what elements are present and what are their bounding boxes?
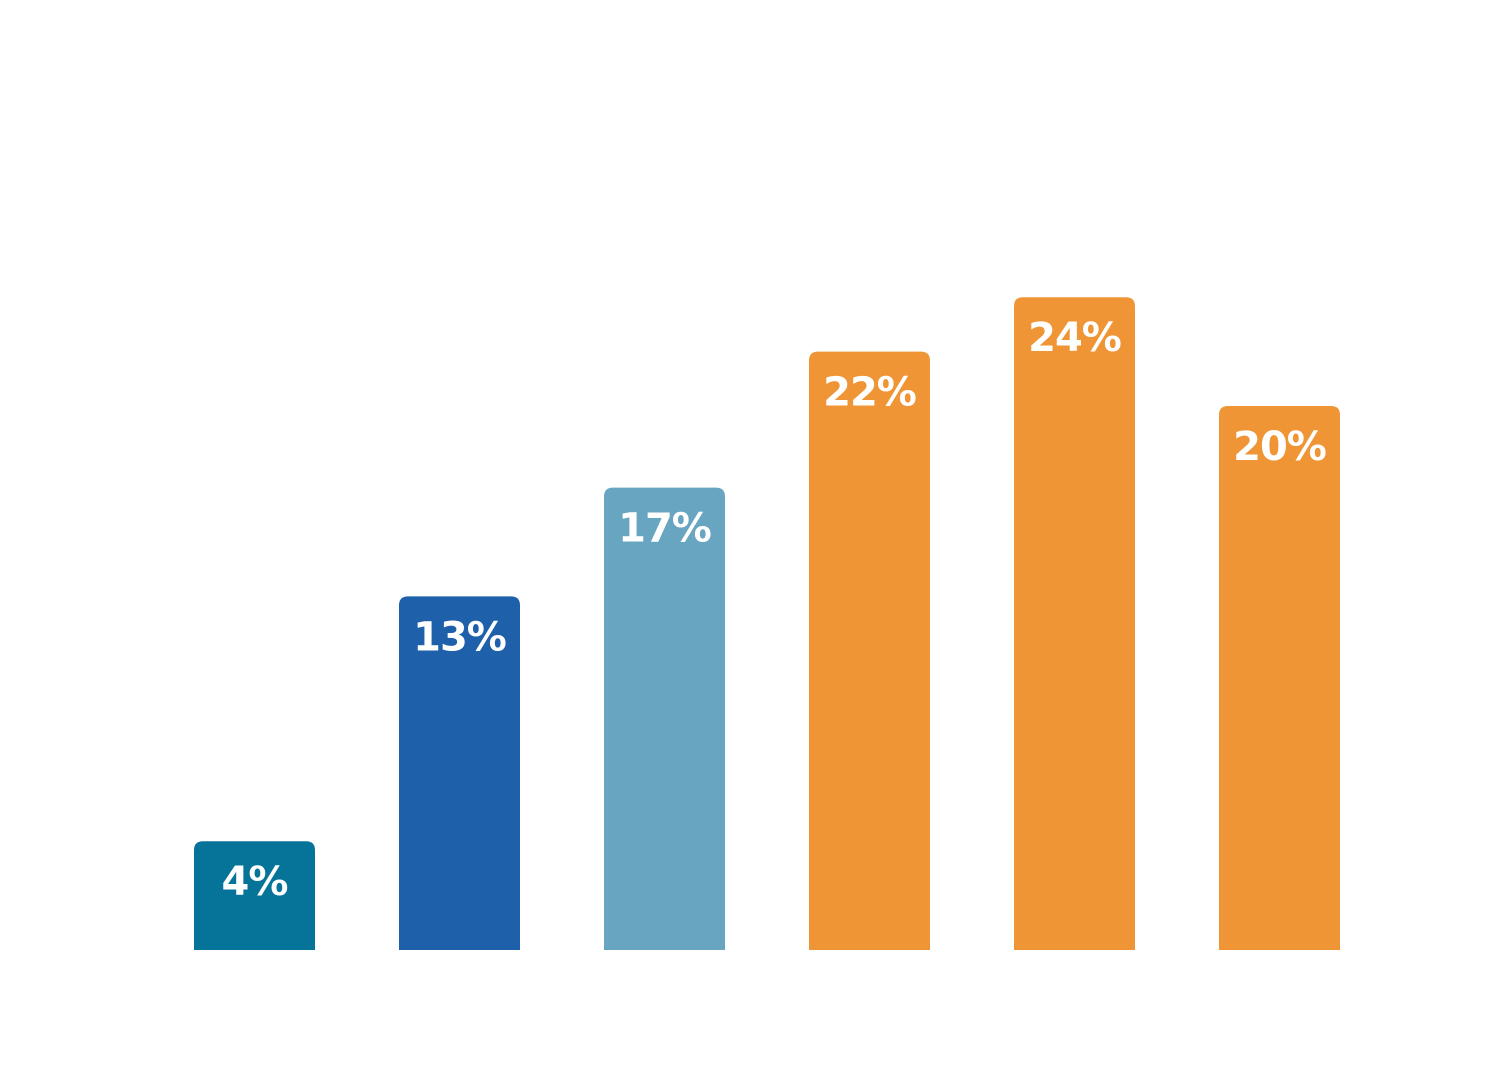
bar (809, 351, 930, 951)
bar (194, 841, 315, 950)
bars-group (194, 297, 1340, 951)
bar-value-label: 24% (1028, 315, 1121, 361)
bar-value-label: 13% (413, 614, 506, 660)
bar (1014, 297, 1135, 950)
bar (1219, 406, 1340, 950)
bar (399, 596, 520, 950)
bar (604, 487, 725, 950)
bar-value-label: 4% (222, 859, 288, 905)
data-labels-group: 4% 13% 17% 22% 24% 20% (222, 315, 1327, 905)
bar-value-label: 17% (618, 506, 711, 552)
bar-value-label: 22% (823, 370, 916, 416)
bar-value-label: 20% (1233, 424, 1326, 470)
